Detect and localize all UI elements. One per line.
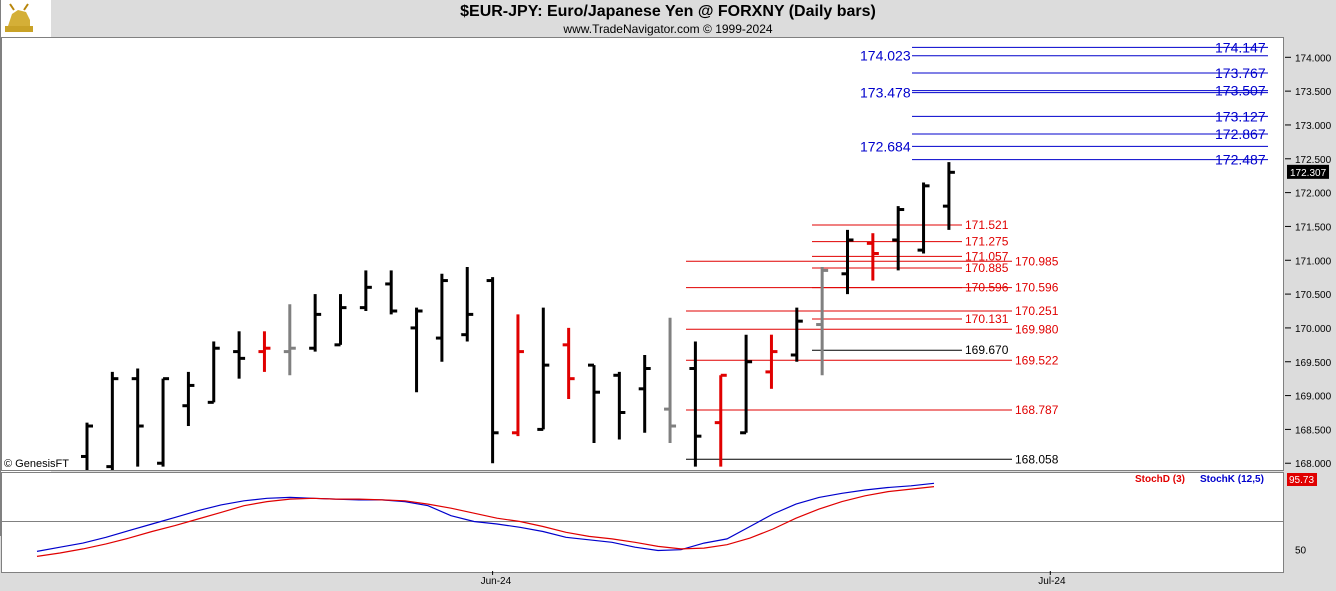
level-label: 168.058 bbox=[1015, 452, 1059, 466]
y-tick-label: 172.500 bbox=[1295, 155, 1332, 166]
blue-level-label: 172.684 bbox=[860, 138, 911, 154]
y-tick-label: 173.500 bbox=[1295, 87, 1332, 98]
blue-level-label: 173.478 bbox=[860, 85, 911, 101]
osc-last-box bbox=[1287, 473, 1317, 486]
osc-tick-label: 50 bbox=[1295, 546, 1307, 557]
level-label: 170.131 bbox=[965, 312, 1009, 326]
y-tick-label: 174.000 bbox=[1295, 53, 1332, 64]
y-tick-label: 172.000 bbox=[1295, 189, 1332, 200]
y-tick-label: 168.000 bbox=[1295, 459, 1332, 470]
blue-level-label: 172.487 bbox=[1215, 152, 1266, 168]
level-label: 168.787 bbox=[1015, 403, 1059, 417]
x-tick-label-jun: Jun-24 bbox=[480, 576, 512, 587]
blue-level-label: 174.023 bbox=[860, 48, 911, 64]
y-tick-label: 171.000 bbox=[1295, 256, 1332, 267]
level-label: 171.275 bbox=[965, 235, 1009, 249]
y-tick-label: 171.500 bbox=[1295, 222, 1332, 233]
level-label: 169.522 bbox=[1015, 353, 1059, 367]
y-tick-label: 170.500 bbox=[1295, 290, 1332, 301]
blue-level-label: 173.767 bbox=[1215, 65, 1266, 81]
blue-level-label: 172.867 bbox=[1215, 126, 1266, 142]
stoch-line bbox=[36, 482, 935, 552]
legend-stochd: StochD (3) bbox=[1135, 474, 1185, 485]
y-tick-label: 168.500 bbox=[1295, 425, 1332, 436]
y-tick-label: 170.000 bbox=[1295, 324, 1332, 335]
y-tick-label: 173.000 bbox=[1295, 121, 1332, 132]
level-label: 171.521 bbox=[965, 218, 1009, 232]
blue-level-label: 173.507 bbox=[1215, 83, 1266, 99]
level-label: 170.985 bbox=[1015, 254, 1059, 268]
legend-stochk: StochK (12,5) bbox=[1200, 474, 1264, 485]
level-label: 169.980 bbox=[1015, 322, 1059, 336]
y-tick-label: 169.500 bbox=[1295, 358, 1332, 369]
osc-last-label: 95.73 bbox=[1289, 475, 1314, 486]
level-label: 170.885 bbox=[965, 261, 1009, 275]
stoch-line bbox=[36, 486, 935, 557]
blue-level-label: 174.147 bbox=[1215, 39, 1266, 55]
level-label: 170.251 bbox=[1015, 304, 1059, 318]
gold-bull-icon bbox=[4, 2, 34, 34]
level-label: 170.596 bbox=[1015, 281, 1059, 295]
blue-level-label: 173.127 bbox=[1215, 108, 1266, 124]
chart-subtitle: www.TradeNavigator.com © 1999-2024 bbox=[563, 22, 773, 36]
y-tick-label: 169.000 bbox=[1295, 392, 1332, 403]
x-tick-label-jul: Jul-24 bbox=[1038, 576, 1066, 587]
last-price-label: 172.307 bbox=[1290, 168, 1327, 179]
level-label: 171.057 bbox=[965, 249, 1009, 263]
watermark: © GenesisFT bbox=[4, 458, 69, 470]
chart-title: $EUR-JPY: Euro/Japanese Yen @ FORXNY (Da… bbox=[460, 3, 876, 20]
last-price-box bbox=[1287, 164, 1329, 179]
stochastic-panel[interactable] bbox=[1, 472, 1284, 573]
level-label: 169.670 bbox=[965, 343, 1009, 357]
